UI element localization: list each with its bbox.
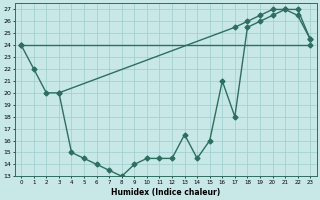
X-axis label: Humidex (Indice chaleur): Humidex (Indice chaleur) [111, 188, 220, 197]
